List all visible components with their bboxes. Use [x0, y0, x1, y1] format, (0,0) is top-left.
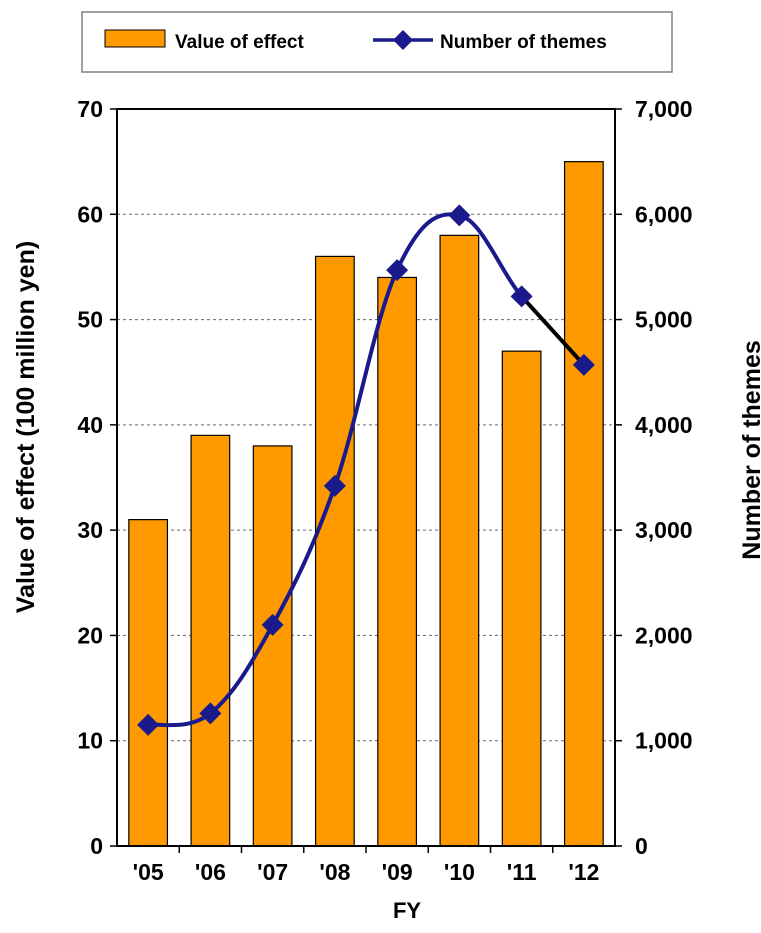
gridlines — [110, 108, 622, 853]
y-right-tick-label: 6,000 — [635, 201, 693, 227]
line-point — [448, 204, 471, 227]
line-point — [261, 613, 284, 636]
legend-swatch-bar — [104, 29, 166, 48]
y-right-tick-label: 1,000 — [635, 728, 693, 754]
legend-label-line: Number of themes — [440, 32, 607, 53]
y-right-tick-label: 7,000 — [635, 96, 693, 122]
y-right-tick-label: 4,000 — [635, 412, 693, 438]
y-right-tick-label: 2,000 — [635, 622, 693, 648]
bar — [314, 255, 355, 847]
x-tick-label: '09 — [382, 859, 413, 885]
tick-labels: 0 0 10 1,000 20 2,000 30 3,000 40 4,000 50 5,000 60 6… — [77, 96, 692, 885]
y-left-tick-label: 40 — [77, 412, 103, 438]
x-tick-label: '10 — [444, 859, 475, 885]
line-series — [137, 204, 595, 736]
bar — [501, 350, 542, 847]
x-tick-label: '07 — [257, 859, 288, 885]
x-tick-label: '06 — [195, 859, 226, 885]
line-point — [510, 285, 533, 308]
y-right-tick-label: 0 — [635, 833, 648, 859]
y-left-tick-label: 60 — [77, 201, 103, 227]
legend-swatch-marker — [393, 30, 413, 50]
line-point — [572, 353, 595, 376]
bar — [563, 161, 604, 847]
legend-label-bar: Value of effect — [175, 32, 304, 53]
legend: Value of effect Number of themes — [81, 11, 673, 73]
line-point — [137, 713, 160, 736]
legend-box — [81, 11, 673, 73]
y-left-tick-label: 70 — [77, 96, 103, 122]
line-point — [323, 474, 346, 497]
line-point — [386, 259, 409, 282]
y-left-tick-label: 0 — [90, 833, 103, 859]
bar — [439, 234, 480, 847]
y-left-tick-label: 20 — [77, 622, 103, 648]
x-tick-label: '11 — [507, 859, 537, 885]
x-tick-label: '08 — [319, 859, 350, 885]
y-left-axis-title: Value of effect (100 million yen) — [12, 241, 40, 613]
bar — [377, 276, 418, 847]
y-left-tick-label: 30 — [77, 517, 103, 543]
line-point — [199, 702, 222, 725]
y-right-axis-title: Number of themes — [738, 340, 761, 559]
bar — [190, 434, 231, 847]
y-right-tick-label: 5,000 — [635, 307, 693, 333]
bar-series — [128, 161, 604, 847]
x-tick-label: '05 — [133, 859, 164, 885]
line-last-segment — [520, 295, 586, 367]
bar — [128, 519, 169, 847]
x-axis-title: FY — [393, 898, 421, 923]
x-tick-label: '12 — [568, 859, 599, 885]
y-left-tick-label: 50 — [77, 307, 103, 333]
plot-area-frame — [116, 108, 616, 847]
y-right-tick-label: 3,000 — [635, 517, 693, 543]
y-left-tick-label: 10 — [77, 728, 103, 754]
